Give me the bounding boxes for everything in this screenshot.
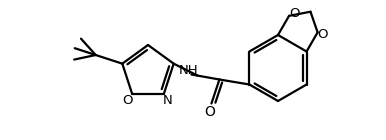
Text: O: O [289,7,299,20]
Text: O: O [122,94,132,107]
Text: O: O [317,28,328,41]
Text: N: N [163,94,173,107]
Text: NH: NH [179,64,198,77]
Text: O: O [204,106,215,120]
